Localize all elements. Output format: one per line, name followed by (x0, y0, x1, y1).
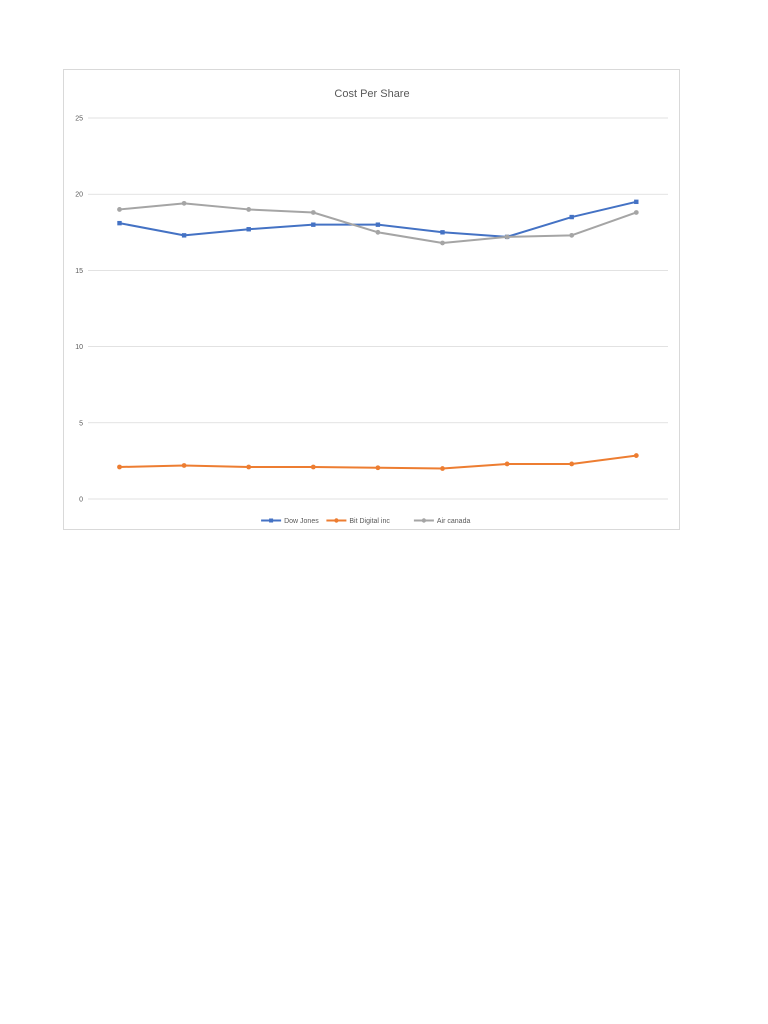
legend-item: Air canada (413, 518, 471, 525)
series-lines (117, 199, 639, 471)
data-point (569, 232, 575, 238)
data-point (117, 207, 122, 212)
data-point (440, 240, 445, 246)
series-air-canada (117, 200, 639, 246)
data-point (569, 214, 574, 220)
data-point (246, 227, 251, 232)
y-axis-ticks: 0 5 10 15 20 25 (75, 116, 83, 504)
data-point (246, 464, 252, 470)
legend-item: Bit Digital inc (326, 518, 390, 525)
legend: Dow Jones Bit Digital inc Air canada (261, 518, 470, 525)
data-point (634, 199, 639, 205)
data-point (181, 463, 187, 468)
line-chart: Cost Per Share 0 5 10 15 20 25 Dow Jones Bit D… (75, 88, 668, 525)
data-point (569, 461, 575, 467)
data-point (310, 464, 316, 470)
y-tick-label: 20 (75, 192, 83, 199)
legend-label: Bit Digital inc (349, 518, 390, 525)
data-point (375, 229, 381, 235)
legend-label: Dow Jones (284, 518, 319, 525)
data-point (504, 461, 510, 467)
data-point (246, 207, 252, 212)
y-tick-label: 10 (75, 344, 83, 351)
y-tick-label: 15 (75, 268, 83, 275)
chart-container: Cost Per Share 0 5 10 15 20 25 Dow Jones Bit D… (63, 69, 680, 530)
legend-marker (334, 518, 339, 523)
data-point (375, 465, 381, 471)
data-point (440, 230, 445, 235)
data-point (311, 222, 316, 227)
gridlines (88, 117, 668, 500)
data-point (375, 222, 381, 227)
data-point (633, 453, 639, 458)
legend-marker (421, 518, 427, 523)
y-tick-label: 0 (79, 497, 83, 504)
data-point (181, 200, 187, 206)
chart-title: Cost Per Share (334, 88, 409, 100)
data-point (633, 210, 639, 215)
y-tick-label: 5 (79, 420, 83, 427)
data-point (181, 233, 187, 238)
data-point (504, 234, 510, 240)
legend-marker (269, 518, 274, 523)
data-point (310, 210, 316, 215)
data-point (117, 220, 122, 226)
legend-item: Dow Jones (261, 518, 319, 525)
y-tick-label: 25 (75, 116, 83, 123)
data-point (440, 466, 445, 471)
data-point (117, 464, 122, 470)
series-bit-digital-inc (117, 453, 639, 471)
legend-label: Air canada (437, 518, 471, 525)
